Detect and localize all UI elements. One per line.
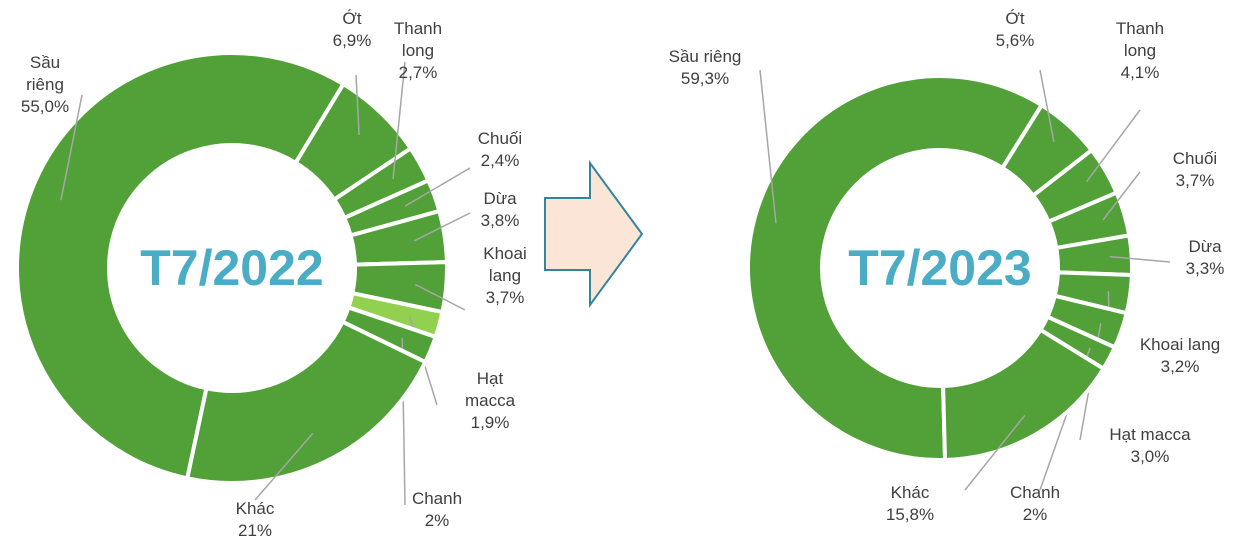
value-label: 2,4% (480, 151, 520, 170)
category-label: Khoai lang (483, 244, 527, 285)
center-title: T7/2023 (848, 240, 1032, 296)
slice (184, 319, 429, 485)
slice (15, 51, 347, 481)
category-label: Hạt macca (464, 369, 516, 410)
value-label: 2% (1022, 505, 1048, 524)
data-label: Dừa 3,8% (465, 188, 535, 232)
data-label: Sầu riêng 55,0% (10, 52, 80, 118)
data-label: Ớt 6,9% (322, 8, 382, 52)
category-label: Thanh long (393, 19, 443, 60)
leader-line (964, 414, 1026, 491)
value-label: 6,9% (332, 31, 372, 50)
data-label: Thanh long 2,7% (383, 18, 453, 84)
data-label: Ớt 5,6% (985, 8, 1045, 52)
leader-line (355, 74, 360, 135)
category-label: Ớt (342, 9, 362, 28)
leader-line (404, 167, 471, 207)
value-label: 59,3% (680, 69, 730, 88)
value-label: 3,3% (1185, 259, 1225, 278)
data-label: Khác 21% (220, 498, 290, 542)
value-label: 4,1% (1120, 63, 1160, 82)
slice (941, 327, 1107, 462)
value-label: 3,8% (480, 211, 520, 230)
category-label: Sầu riêng (668, 47, 742, 66)
leader-line (1039, 69, 1055, 142)
category-label: Dừa (483, 189, 517, 208)
category-label: Chanh (1009, 483, 1061, 502)
category-label: Thanh long (1115, 19, 1165, 60)
value-label: 2,7% (398, 63, 438, 82)
leader-line (392, 61, 406, 180)
slice (746, 74, 1045, 462)
value-label: 55,0% (20, 97, 70, 116)
value-label: 3,2% (1160, 357, 1200, 376)
leader-line (1109, 255, 1171, 263)
category-label: Khác (890, 483, 930, 502)
leader-line (60, 94, 83, 201)
leader-line (413, 212, 471, 242)
value-label: 1,9% (470, 413, 510, 432)
value-label: 15,8% (885, 505, 935, 524)
data-label: Hạt macca 3,0% (1090, 424, 1210, 468)
category-label: Chanh (411, 489, 463, 508)
category-label: Hạt macca (1109, 425, 1191, 444)
category-label: Sầu riêng (26, 53, 64, 94)
data-label: Khác 15,8% (875, 482, 945, 526)
category-label: Khác (235, 499, 275, 518)
value-label: 2% (424, 511, 450, 530)
leader-line (1085, 109, 1141, 183)
data-label: Chanh 2% (1000, 482, 1070, 526)
category-label: Chuối (1172, 149, 1218, 168)
data-label: Hạt macca 1,9% (455, 368, 525, 434)
data-label: Khoai lang 3,2% (1120, 334, 1240, 378)
category-label: Khoai lang (1139, 335, 1221, 354)
data-label: Chuối 3,7% (1160, 148, 1230, 192)
data-label: Chanh 2% (402, 488, 472, 532)
data-label: Dừa 3,3% (1170, 236, 1240, 280)
data-label: Chuối 2,4% (465, 128, 535, 172)
center-title: T7/2022 (140, 240, 324, 296)
leader-line (759, 69, 777, 224)
category-label: Ớt (1005, 9, 1025, 28)
value-label: 3,0% (1130, 447, 1170, 466)
leader-line (414, 283, 466, 311)
data-label: Khoai lang 3,7% (470, 243, 540, 309)
leader-line (1102, 171, 1141, 221)
value-label: 5,6% (995, 31, 1035, 50)
category-label: Chuối (477, 129, 523, 148)
data-label: Thanh long 4,1% (1105, 18, 1175, 84)
value-label: 3,7% (485, 288, 525, 307)
leader-line (254, 432, 314, 501)
arrow (544, 159, 644, 309)
value-label: 21% (237, 521, 273, 540)
category-label: Dừa (1188, 237, 1222, 256)
value-label: 3,7% (1175, 171, 1215, 190)
data-label: Sầu riêng 59,3% (645, 46, 765, 90)
